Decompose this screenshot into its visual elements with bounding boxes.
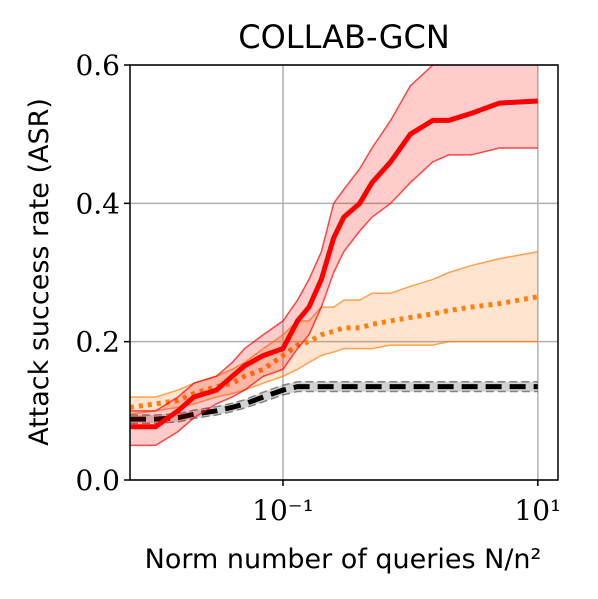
series-line <box>130 98 538 430</box>
ticks: 0.0 0.2 0.4 0.6 10⁻¹ 10¹ <box>75 49 561 527</box>
x-tick-label: 10⁻¹ <box>252 494 314 527</box>
y-tick-label: 0.6 <box>75 49 120 82</box>
band-edge <box>130 65 435 412</box>
band-edge <box>130 147 538 447</box>
plot-area <box>130 65 539 447</box>
y-axis-label: Attack success rate (ASR) <box>24 98 55 446</box>
band-edge <box>130 390 538 425</box>
y-tick-label: 0.4 <box>75 187 120 220</box>
band-edge <box>130 340 538 416</box>
plot-frame <box>129 64 559 481</box>
x-tick-label: 10¹ <box>514 494 561 527</box>
y-tick-label: 0.0 <box>75 464 120 497</box>
y-tick-label: 0.2 <box>75 326 120 359</box>
series-line <box>130 294 539 410</box>
x-axis-label: Norm number of queries N/n² <box>145 544 542 575</box>
series-line <box>130 384 538 422</box>
chart-title: COLLAB-GCN <box>238 18 450 56</box>
